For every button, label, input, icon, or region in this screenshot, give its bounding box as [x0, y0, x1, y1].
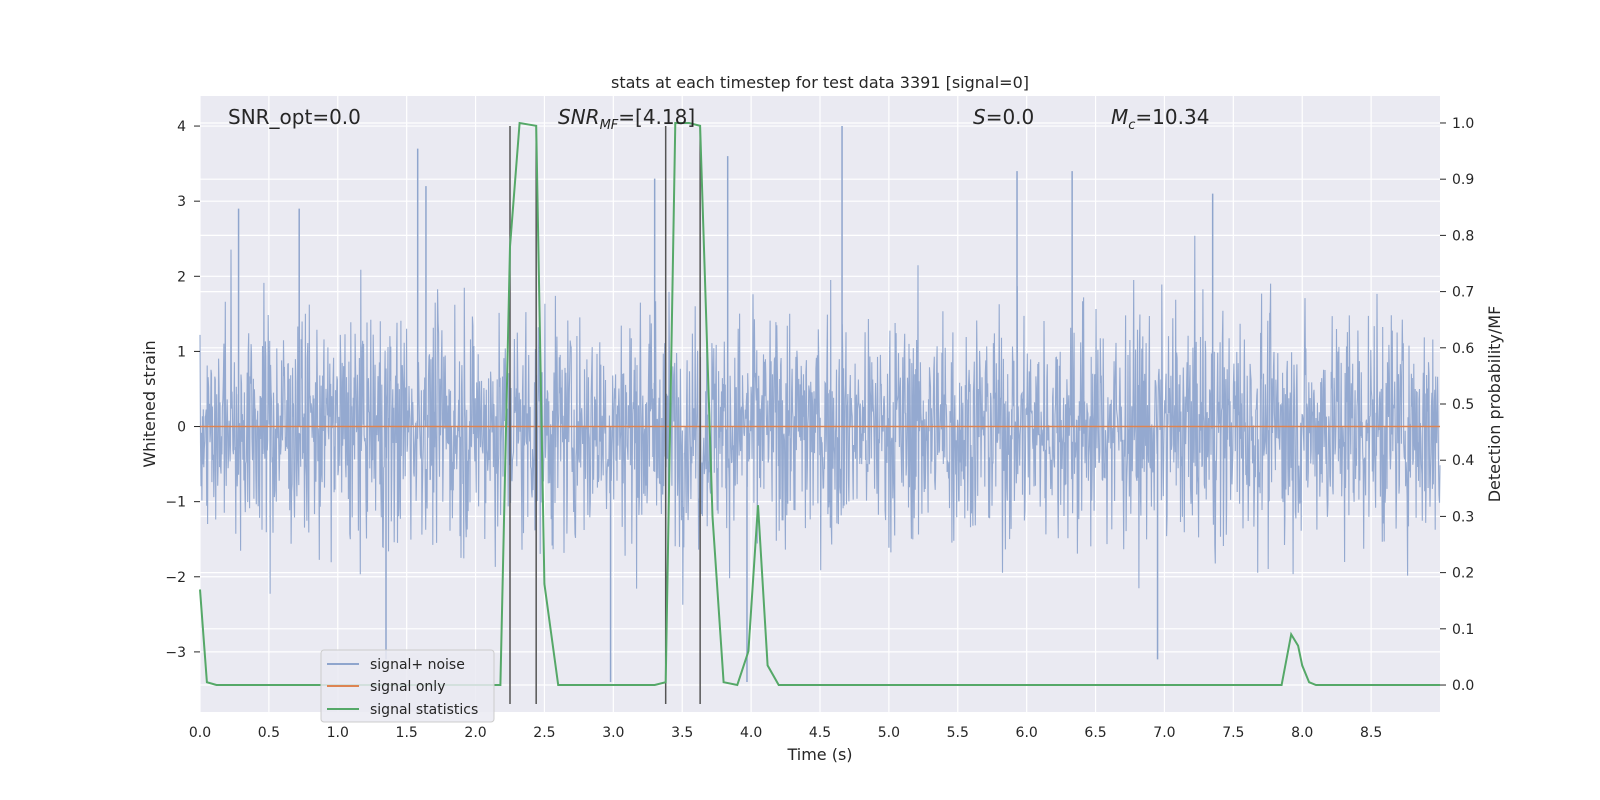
x-tick-label-3: 1.5 — [396, 725, 418, 741]
x-tick-label-4: 2.0 — [464, 725, 486, 741]
x-axis-ticks: 0.0 0.5 1.0 1.5 2.0 2.5 3.0 3.5 4.0 4.5 5.0 5.5 6.0 6… — [189, 725, 1382, 741]
y-left-tick-label-5: 2 — [177, 269, 186, 285]
series-signal-statistics — [199, 121, 1440, 687]
y-left-axis-label: Whitened strain — [140, 340, 159, 467]
snr-mf-sub: MF — [600, 118, 619, 133]
x-tick-label-1: 0.5 — [258, 725, 280, 741]
x-axis-label: Time (s) — [786, 745, 852, 764]
x-tick-label-15: 7.5 — [1222, 725, 1244, 741]
y-left-tick-label-7: 4 — [177, 119, 186, 135]
x-tick-label-0: 0.0 — [189, 725, 211, 741]
x-tick-label-12: 6.0 — [1016, 725, 1038, 741]
mc-name: M — [1111, 105, 1128, 129]
annotation-mc: Mc=10.34 — [1111, 105, 1209, 133]
legend: signal+ noise signal only signal statist… — [320, 649, 495, 723]
snr-mf-name: SNR — [558, 105, 600, 129]
y-left-tick-label-1: −2 — [165, 570, 186, 586]
y-right-tick-label-9: 0.9 — [1452, 172, 1474, 188]
annotation-snr-opt: SNR_opt=0.0 — [228, 105, 361, 129]
y-left-axis-ticks: −3 −2 −1 0 1 2 3 4 — [165, 119, 200, 661]
y-right-tick-label-3: 0.3 — [1452, 509, 1474, 525]
x-tick-label-13: 6.5 — [1084, 725, 1106, 741]
s-name: S — [973, 105, 986, 129]
vertical-markers — [509, 126, 701, 704]
series-signal-noise — [199, 126, 1441, 682]
y-left-tick-label-6: 3 — [177, 194, 186, 210]
x-tick-label-16: 8.0 — [1291, 725, 1313, 741]
x-tick-label-2: 1.0 — [327, 725, 349, 741]
annotation-snr-mf: SNRMF=[4.18] — [558, 105, 695, 133]
x-tick-label-10: 5.0 — [878, 725, 900, 741]
y-left-tick-label-3: 0 — [177, 420, 186, 436]
legend-label-signal-statistics: signal statistics — [370, 702, 478, 718]
legend-label-signal-only: signal only — [370, 679, 445, 695]
y-right-tick-label-1: 0.1 — [1452, 622, 1474, 638]
annotation-s: S=0.0 — [973, 105, 1034, 129]
y-right-tick-label-10: 1.0 — [1452, 116, 1474, 132]
x-tick-label-5: 2.5 — [533, 725, 555, 741]
x-tick-label-17: 8.5 — [1360, 725, 1382, 741]
y-right-tick-label-7: 0.7 — [1452, 285, 1474, 301]
x-tick-label-9: 4.5 — [809, 725, 831, 741]
legend-label-signal-noise: signal+ noise — [370, 657, 465, 673]
chart-title: stats at each timestep for test data 339… — [611, 73, 1029, 92]
x-tick-label-11: 5.5 — [947, 725, 969, 741]
y-left-tick-label-2: −1 — [165, 495, 186, 511]
y-right-tick-label-6: 0.6 — [1452, 341, 1474, 357]
mc-value: =10.34 — [1135, 105, 1209, 129]
y-right-tick-label-2: 0.2 — [1452, 566, 1474, 582]
y-right-tick-label-4: 0.4 — [1452, 453, 1474, 469]
s-value: =0.0 — [986, 105, 1035, 129]
legend-box — [320, 649, 495, 723]
y-left-tick-label-0: −3 — [165, 645, 186, 661]
y-right-tick-label-5: 0.5 — [1452, 397, 1474, 413]
y-left-tick-label-4: 1 — [177, 344, 186, 360]
x-tick-label-14: 7.0 — [1153, 725, 1175, 741]
y-right-tick-label-0: 0.0 — [1452, 678, 1474, 694]
snr-mf-value: =[4.18] — [618, 105, 695, 129]
x-tick-label-7: 3.5 — [671, 725, 693, 741]
mc-sub: c — [1128, 118, 1135, 133]
signal-noise-line — [199, 235, 1441, 605]
x-tick-label-6: 3.0 — [602, 725, 624, 741]
y-right-axis-ticks: 0.0 0.1 0.2 0.3 0.4 0.5 0.6 0.7 0.8 0.9 1.0 — [1440, 116, 1474, 694]
y-right-axis-label: Detection probability/MF — [1485, 306, 1504, 503]
y-right-tick-label-8: 0.8 — [1452, 228, 1474, 244]
signal-statistics-line — [199, 121, 1440, 687]
x-tick-label-8: 4.0 — [740, 725, 762, 741]
